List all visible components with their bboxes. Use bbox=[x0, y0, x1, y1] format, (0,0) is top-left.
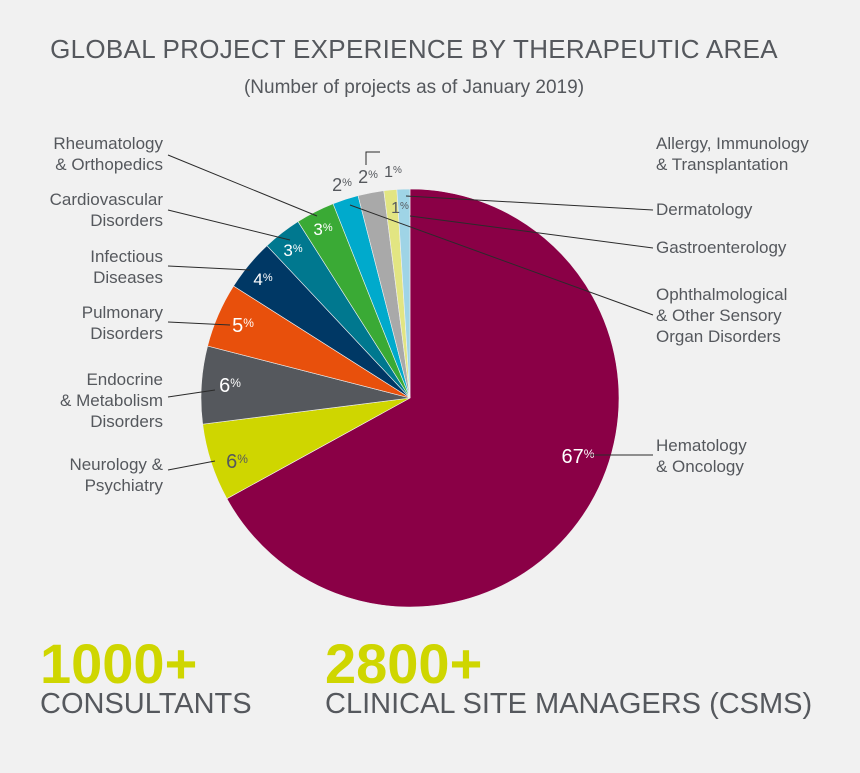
callout-label: Dermatology bbox=[656, 200, 753, 219]
callout: Gastroenterology bbox=[409, 215, 787, 257]
callout-label: Pulmonary bbox=[82, 303, 164, 322]
callout-label: Neurology & bbox=[69, 455, 163, 474]
callout-label: Rheumatology bbox=[53, 134, 163, 153]
value-label-pulmonary-disorders: 5% bbox=[232, 315, 254, 337]
callout-label: Gastroenterology bbox=[656, 238, 787, 257]
callout-label: Infectious bbox=[90, 247, 163, 266]
callout: Ophthalmological & Other Sensory Organ Dis… bbox=[349, 204, 787, 346]
value-label-hematology-oncology: 67% bbox=[562, 446, 595, 468]
callout: Cardiovascular Disorders bbox=[50, 190, 291, 241]
value-label-infectious-diseases: 4% bbox=[253, 270, 272, 289]
value-label-endocrine-metabolism-disorders: 6% bbox=[219, 375, 241, 397]
leader-line bbox=[167, 154, 318, 217]
leader-line bbox=[349, 204, 654, 316]
callout-label: Psychiatry bbox=[85, 476, 164, 495]
callout-label: Endocrine bbox=[86, 370, 163, 389]
value-label-ophthalmological-other-sensory-organ-disorders: 2% bbox=[332, 175, 352, 195]
callout: Rheumatology & Orthopedics bbox=[53, 134, 318, 217]
callout-label: Disorders bbox=[90, 211, 163, 230]
leader-line bbox=[167, 265, 251, 271]
callout-label: Ophthalmological bbox=[656, 285, 787, 304]
leader-line bbox=[409, 215, 654, 249]
csm-count: 2800+ bbox=[325, 632, 483, 695]
leader-line bbox=[167, 209, 291, 241]
callout-label: Hematology bbox=[656, 436, 747, 455]
pie-slice-hematology-oncology bbox=[226, 188, 620, 608]
value-label-allergy-immunology-transplantation: 2% bbox=[358, 167, 378, 187]
callout: Pulmonary Disorders bbox=[82, 303, 231, 343]
leader-line bbox=[365, 151, 380, 165]
callout: Infectious Diseases bbox=[90, 247, 251, 287]
chart-title: GLOBAL PROJECT EXPERIENCE BY THERAPEUTIC… bbox=[50, 34, 778, 64]
leader-line bbox=[167, 389, 216, 398]
callout: Neurology & Psychiatry bbox=[69, 455, 216, 495]
callout-label: & Other Sensory bbox=[656, 306, 782, 325]
csm-label: CLINICAL SITE MANAGERS (CSMS) bbox=[325, 688, 813, 720]
callout-label: Disorders bbox=[90, 324, 163, 343]
callout: Dermatology bbox=[405, 195, 753, 219]
value-label-dermatology: 1% bbox=[391, 200, 409, 217]
callout-label: Organ Disorders bbox=[656, 327, 781, 346]
consultants-label: CONSULTANTS bbox=[40, 688, 252, 720]
callout-label: & Metabolism bbox=[60, 391, 163, 410]
value-label-gastroenterology: 1% bbox=[384, 164, 402, 181]
value-label-cardiovascular-disorders: 3% bbox=[283, 241, 302, 260]
consultants-count: 1000+ bbox=[40, 632, 198, 695]
value-label-rheumatology-orthopedics: 3% bbox=[313, 220, 332, 239]
callout-label: Diseases bbox=[93, 268, 163, 287]
pie-slice-dermatology bbox=[396, 188, 411, 399]
callout: Endocrine & Metabolism Disorders bbox=[60, 370, 216, 431]
callout-label: & Transplantation bbox=[656, 155, 788, 174]
callout-label: Cardiovascular bbox=[50, 190, 164, 209]
callout-label: Allergy, Immunology bbox=[656, 134, 809, 153]
chart-subtitle: (Number of projects as of January 2019) bbox=[243, 77, 585, 98]
callout-label: & Orthopedics bbox=[55, 155, 163, 174]
leader-line bbox=[167, 460, 216, 471]
callout-label: Disorders bbox=[90, 412, 163, 431]
leader-line bbox=[405, 195, 654, 211]
value-label-neurology-psychiatry: 6% bbox=[226, 451, 248, 473]
leader-line bbox=[167, 321, 231, 326]
callout-label: & Oncology bbox=[656, 457, 744, 476]
callout: Hematology & Oncology bbox=[590, 436, 747, 476]
callout: Allergy, Immunology & Transplantation bbox=[365, 134, 809, 174]
